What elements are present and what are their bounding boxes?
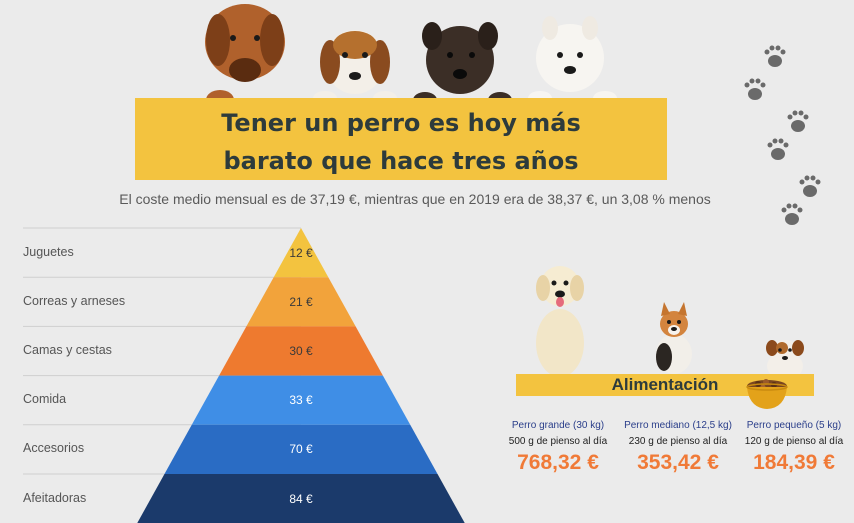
pyramid-row-label: Afeitadoras [23, 490, 87, 505]
pyramid-row-price: 70 € [289, 442, 313, 457]
subtitle: El coste medio mensual es de 37,19 €, mi… [119, 191, 711, 207]
food-size-label: Perro grande (30 kg) [511, 420, 605, 431]
food-title-band [516, 374, 814, 396]
food-size-label: Perro mediano (12,5 kg) [624, 420, 732, 431]
large-dog-icon [536, 266, 584, 377]
food-size-label: Perro pequeño (5 kg) [746, 420, 842, 431]
title-line-1: Tener un perro es hoy más [221, 109, 581, 137]
pyramid-row-price: 33 € [289, 393, 313, 408]
food-bowl-icon [746, 379, 788, 409]
pyramid-row-label: Camas y cestas [23, 343, 112, 357]
pyramid-segment [219, 326, 383, 376]
pyramid-segment [246, 277, 356, 327]
title-band [135, 98, 667, 180]
pyramid-segment [191, 375, 411, 425]
pyramid-row-price: 12 € [289, 245, 313, 260]
food-item-medium: Perro mediano (12,5 kg) 230 g de pienso … [620, 420, 736, 475]
food-section-title: Alimentación [611, 375, 719, 394]
medium-dog-icon [656, 302, 692, 374]
food-price: 353,42 € [637, 451, 719, 474]
pyramid-row-label: Correas y arneses [23, 293, 126, 308]
food-price: 184,39 € [753, 451, 835, 474]
pyramid-row-price: 30 € [289, 344, 313, 358]
pyramid-segment [164, 424, 438, 474]
pyramid-row-label: Juguetes [23, 244, 74, 259]
food-item-small: Perro pequeño (5 kg) 120 g de pienso al … [742, 420, 846, 475]
cost-pyramid [23, 227, 465, 523]
title-line-2: barato que hace tres años [223, 147, 579, 175]
food-price: 768,32 € [517, 451, 599, 474]
food-item-large: Perro grande (30 kg) 500 g de pienso al … [506, 420, 610, 475]
pyramid-row-price: 21 € [289, 294, 313, 309]
paw-prints-icon [744, 45, 821, 225]
pyramid-segment [137, 474, 465, 523]
food-ration-label: 230 g de pienso al día [628, 436, 728, 447]
page-title: Tener un perro es hoy más barato que hac… [135, 104, 667, 180]
small-dog-icon [766, 340, 804, 380]
food-ration-label: 500 g de pienso al día [508, 436, 608, 447]
food-ration-label: 120 g de pienso al día [744, 436, 844, 447]
pyramid-segment [273, 228, 329, 278]
pyramid-row-label: Accesorios [23, 441, 85, 456]
pyramid-row-price: 84 € [289, 491, 313, 506]
pyramid-row-label: Comida [23, 392, 67, 407]
